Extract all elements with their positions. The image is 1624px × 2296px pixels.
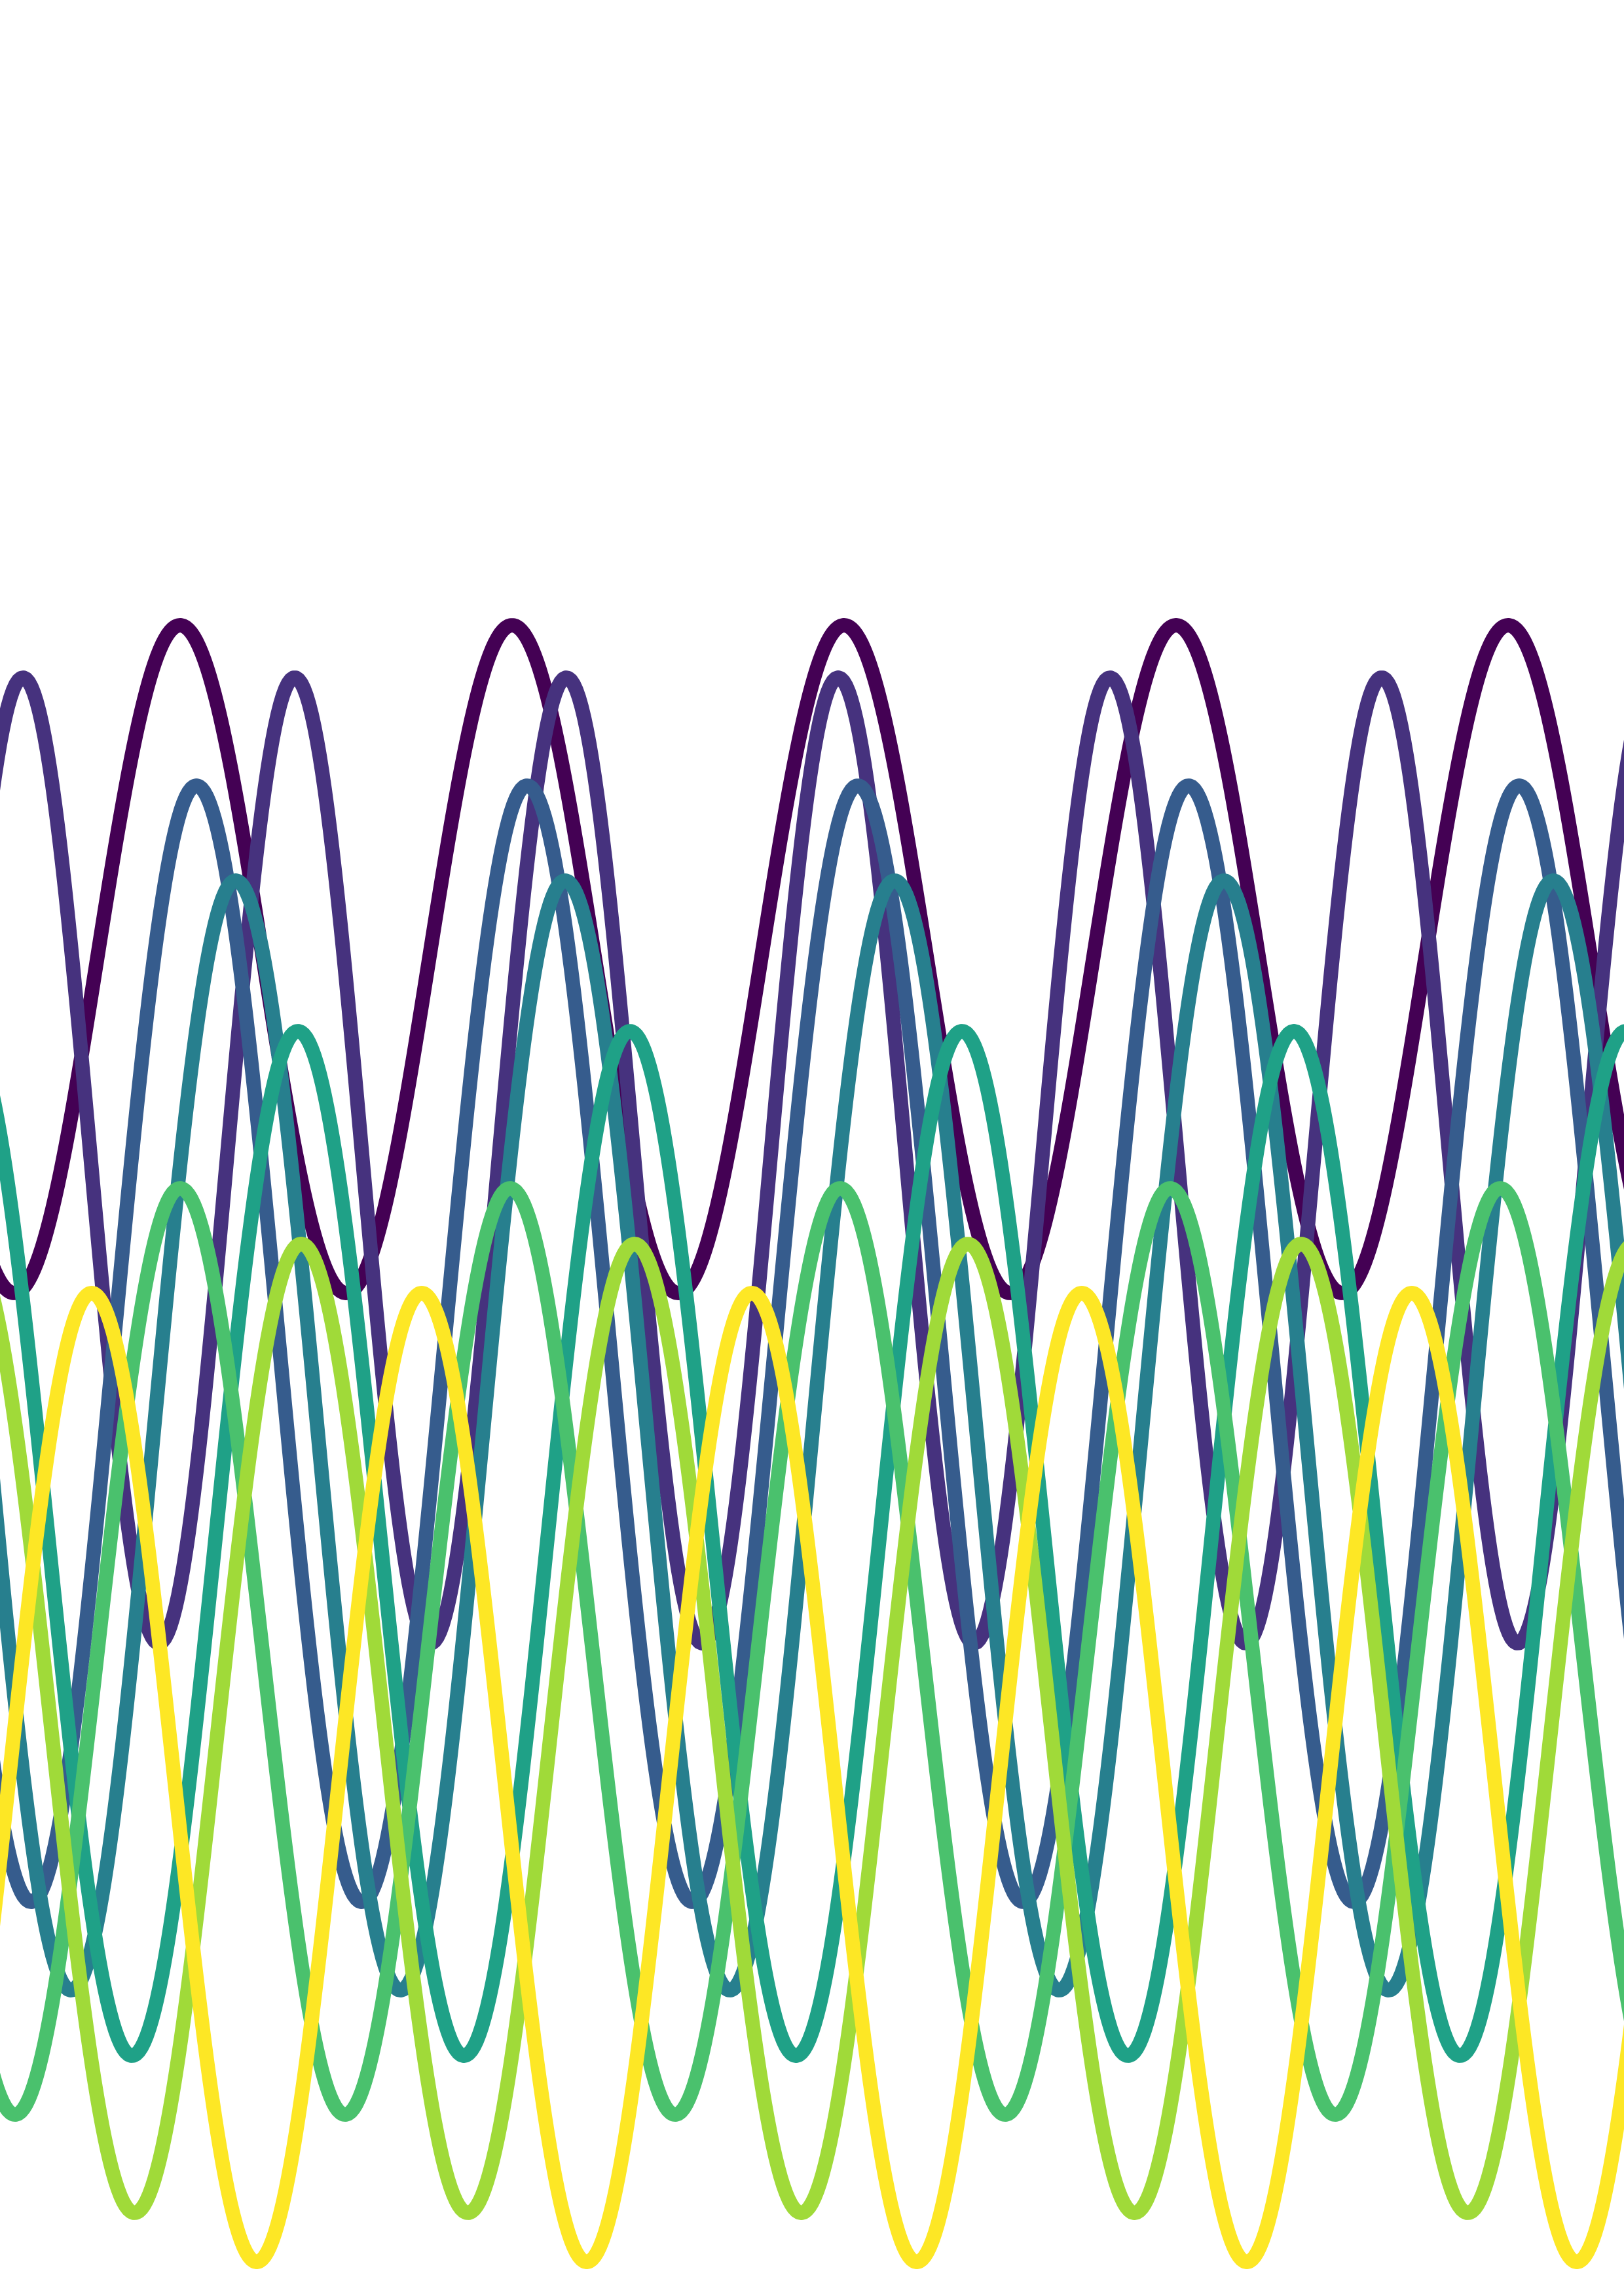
sine-wave-2 — [0, 670, 1624, 1650]
sine-wave-8 — [0, 1286, 1624, 2269]
sine-wave-5 — [0, 1024, 1624, 2063]
sine-wave-6 — [0, 1181, 1624, 2122]
sine-wave-4 — [0, 873, 1624, 1997]
wave-group — [0, 618, 1624, 2269]
